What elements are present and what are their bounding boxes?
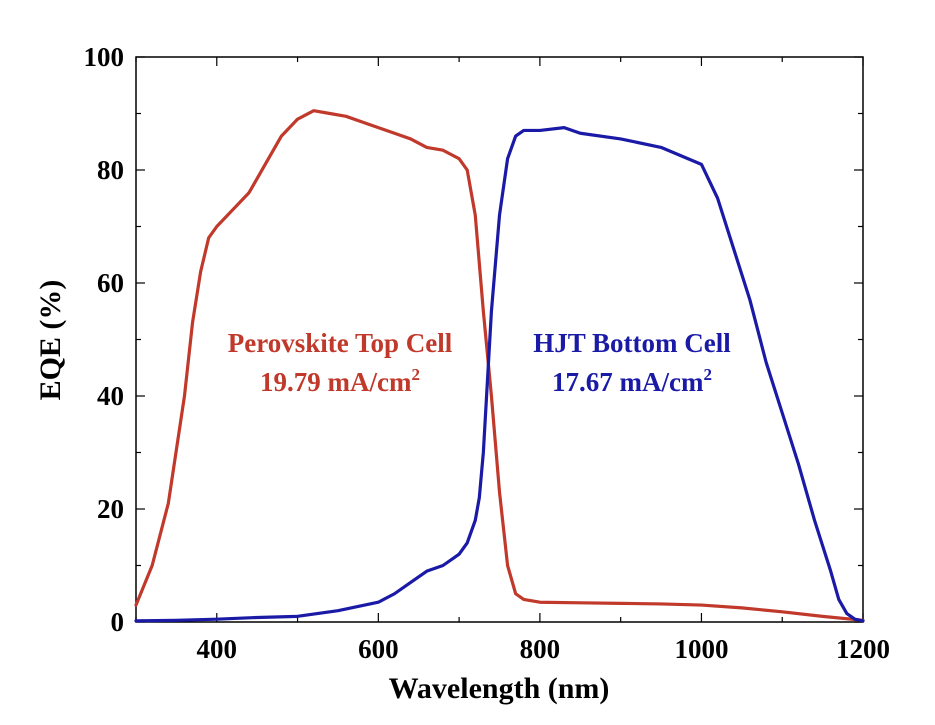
x-tick-label: 1200 (836, 634, 890, 664)
hjt-annotation-sup: 2 (703, 365, 712, 384)
hjt-eqe-line (134, 126, 865, 623)
hjt-annotation-value: 17.67 mA/cm2 (552, 365, 712, 397)
x-tick-label: 1000 (674, 634, 728, 664)
perovskite-annotation-title: Perovskite Top Cell (228, 328, 453, 358)
perovskite-annotation-value-text: 19.79 mA/cm (260, 367, 412, 397)
y-tick-label: 60 (97, 268, 124, 298)
y-tick-label: 20 (97, 494, 124, 524)
x-tick-label: 400 (197, 634, 238, 664)
x-tick-label: 600 (358, 634, 399, 664)
hjt-annotation-title: HJT Bottom Cell (533, 328, 731, 358)
x-axis-label: Wavelength (nm) (389, 672, 610, 705)
axis-ticks: 400 600 800 1000 1200 0 20 40 60 80 100 (84, 42, 891, 664)
perovskite-annotation-sup: 2 (411, 365, 420, 384)
y-tick-label: 80 (97, 155, 124, 185)
perovskite-annotation-value: 19.79 mA/cm2 (260, 365, 420, 397)
series-layer (134, 109, 865, 623)
y-tick-label: 100 (84, 42, 125, 72)
y-tick-label: 40 (97, 381, 124, 411)
y-axis-label: EQE (%) (34, 280, 67, 401)
perovskite-eqe-line (134, 109, 865, 622)
x-tick-label: 800 (520, 634, 561, 664)
y-tick-label: 0 (111, 607, 125, 637)
hjt-annotation-value-text: 17.67 mA/cm (552, 367, 704, 397)
